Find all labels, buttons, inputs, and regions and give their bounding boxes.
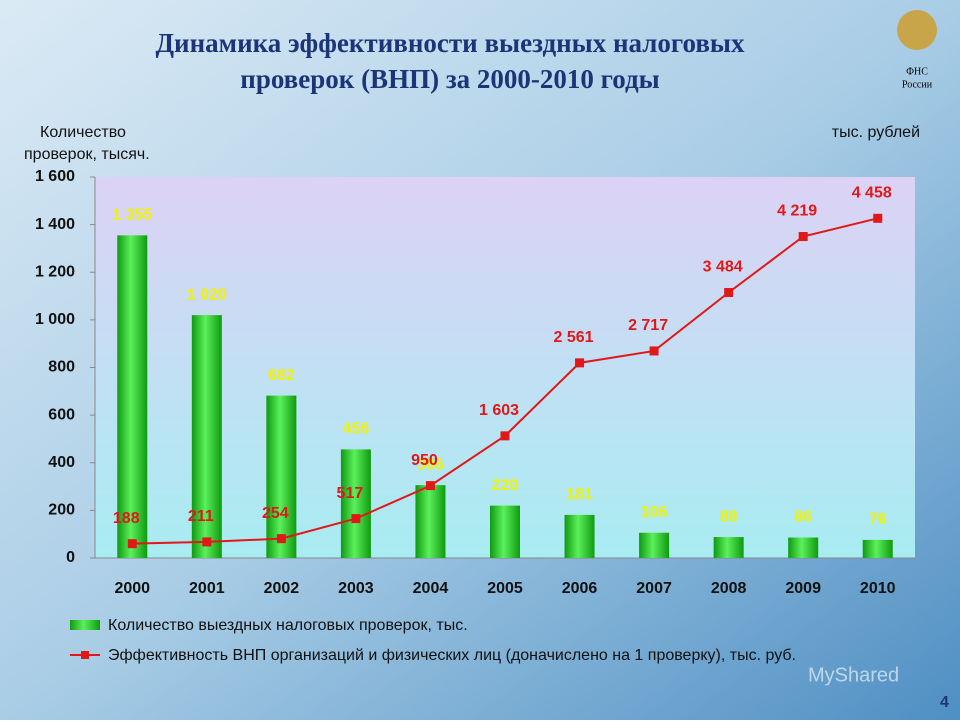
line-value-label: 211 [188, 508, 214, 525]
line-value-label: 188 [113, 510, 140, 527]
bar [117, 235, 148, 558]
legend-label: Эффективность ВНП организаций и физическ… [108, 647, 796, 664]
line-marker [798, 232, 808, 242]
x-tick-label: 2005 [487, 580, 523, 597]
bar-value-label: 682 [268, 367, 295, 384]
line-value-label: 4 219 [777, 203, 817, 220]
page-number: 4 [940, 694, 949, 711]
x-tick-label: 2008 [711, 580, 747, 597]
bar-value-label: 220 [492, 477, 519, 494]
bar [340, 449, 371, 558]
line-value-label: 2 561 [554, 329, 594, 346]
line-marker [276, 534, 286, 544]
bar-value-label: 456 [343, 421, 370, 438]
y-tick-label: 1 600 [35, 168, 75, 185]
legend-swatch [70, 620, 100, 630]
bar-value-label: 88 [720, 508, 738, 525]
legend-swatch [81, 651, 89, 659]
legend-label: Количество выездных налоговых проверок, … [108, 617, 468, 634]
bar-value-label: 181 [566, 486, 593, 503]
line-marker [873, 213, 883, 223]
y2-axis-label: тыс. рублей [832, 124, 920, 141]
bar-value-label: 1 020 [187, 286, 227, 303]
bar-value-label: 76 [869, 511, 887, 528]
line-marker [500, 431, 510, 441]
bar [191, 315, 222, 558]
title-line: Динамика эффективности выездных налоговы… [155, 28, 745, 58]
line-marker [649, 346, 659, 356]
line-marker [724, 288, 734, 298]
x-tick-label: 2001 [189, 580, 225, 597]
y-axis-label: Количество [40, 124, 126, 141]
y-tick-label: 200 [48, 502, 75, 519]
y-tick-label: 0 [66, 549, 75, 566]
line-value-label: 3 484 [703, 259, 743, 276]
y-tick-label: 1 400 [35, 216, 75, 233]
bar-value-label: 306 [417, 456, 444, 473]
line-marker [202, 537, 212, 547]
bar [266, 395, 297, 558]
line-value-label: 1 603 [479, 402, 519, 419]
bar [713, 537, 744, 558]
x-tick-label: 2006 [562, 580, 598, 597]
logo-emblem [897, 10, 937, 50]
line-value-label: 950 [411, 452, 438, 469]
x-tick-label: 2002 [264, 580, 300, 597]
title-line: проверок (ВНП) за 2000-2010 годы [240, 64, 659, 94]
y-tick-label: 400 [48, 454, 75, 471]
y-axis-label: проверок, тысяч. [24, 146, 150, 163]
x-tick-label: 2003 [338, 580, 374, 597]
bar-value-label: 1 355 [112, 207, 152, 224]
watermark: MyShared [808, 664, 899, 686]
plot-area [95, 177, 915, 558]
y-tick-label: 1 000 [35, 311, 75, 328]
bar-value-label: 86 [794, 509, 812, 526]
logo-text: России [902, 79, 933, 90]
x-tick-label: 2004 [413, 580, 449, 597]
x-tick-label: 2010 [860, 580, 896, 597]
x-tick-label: 2009 [785, 580, 821, 597]
bar [639, 532, 670, 558]
x-tick-label: 2007 [636, 580, 672, 597]
line-marker [351, 514, 361, 524]
bar [788, 537, 819, 558]
line-value-label: 254 [262, 505, 289, 522]
bar [490, 505, 520, 558]
y-tick-label: 1 200 [35, 263, 75, 280]
line-value-label: 4 458 [852, 185, 892, 202]
line-marker [425, 481, 435, 491]
line-value-label: 2 717 [628, 317, 668, 334]
y-tick-label: 600 [48, 406, 75, 423]
line-value-label: 517 [337, 485, 364, 502]
bar-value-label: 106 [641, 504, 668, 521]
bar [564, 514, 595, 558]
x-tick-label: 2000 [114, 580, 150, 597]
logo-text: ФНС [906, 66, 928, 77]
bar [415, 485, 446, 558]
line-marker [575, 358, 585, 368]
bar [862, 539, 893, 558]
line-marker [127, 539, 137, 549]
y-tick-label: 800 [48, 359, 75, 376]
